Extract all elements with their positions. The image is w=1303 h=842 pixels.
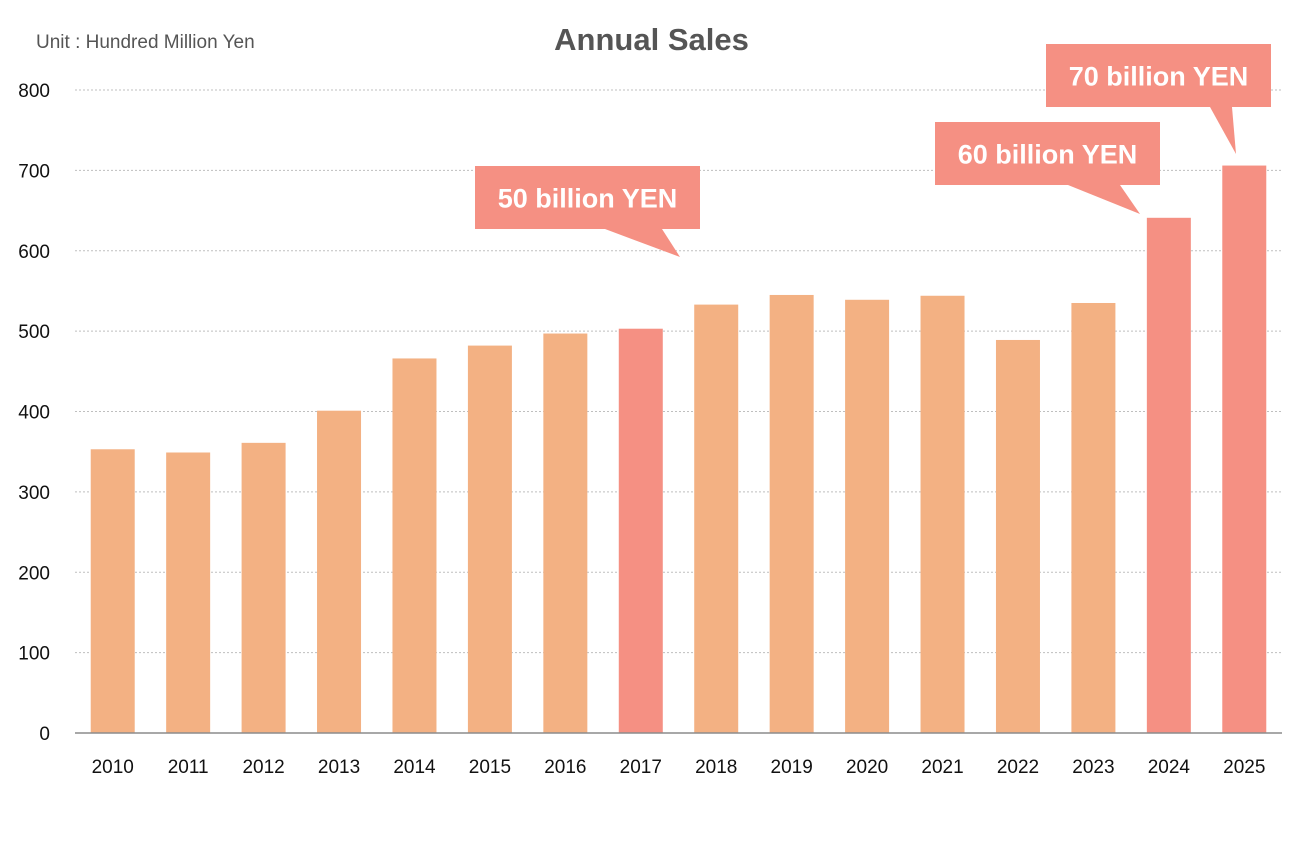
x-tick-label: 2012 (242, 757, 284, 778)
axes: 0 100 200 300 400 500 600 700 800 2010 2011 2012 201… (18, 81, 1282, 778)
y-tick-label: 300 (18, 483, 50, 504)
bar-2018 (694, 304, 739, 733)
y-tick-label: 700 (18, 161, 50, 182)
x-tick-label: 2014 (393, 757, 436, 778)
x-tick-label: 2010 (92, 757, 134, 778)
callout-label: 60 billion YEN (958, 140, 1138, 170)
x-tick-label: 2021 (921, 757, 963, 778)
x-tick-label: 2023 (1072, 757, 1114, 778)
bar-2010 (90, 449, 135, 733)
x-tick-label: 2022 (997, 757, 1039, 778)
y-tick-label: 100 (18, 644, 50, 665)
bar-2025 (1222, 165, 1267, 734)
callout-label: 70 billion YEN (1069, 62, 1249, 92)
bar-2016 (543, 333, 588, 733)
callout-label: 50 billion YEN (498, 184, 678, 214)
unit-label: Unit : Hundred Million Yen (36, 32, 255, 53)
x-tick-label: 2024 (1148, 757, 1191, 778)
x-tick-label: 2020 (846, 757, 888, 778)
bar-2024 (1146, 217, 1191, 733)
bar-2013 (317, 410, 362, 733)
chart-title: Annual Sales (554, 22, 749, 57)
bar-2023 (1071, 302, 1116, 733)
callout-pointer (605, 229, 680, 257)
y-tick-label: 200 (18, 563, 50, 584)
x-tick-label: 2018 (695, 757, 737, 778)
bar-2020 (845, 299, 890, 733)
callout-box (935, 122, 1160, 185)
y-tick-label: 0 (39, 724, 50, 745)
y-tick-label: 400 (18, 403, 50, 424)
bar-2019 (769, 294, 814, 733)
callout-2017: 50 billion YEN (475, 166, 700, 257)
bar-2017 (618, 328, 663, 733)
x-tick-label: 2015 (469, 757, 511, 778)
x-tick-label: 2019 (771, 757, 813, 778)
callout-pointer (1210, 107, 1236, 154)
bar-2015 (467, 345, 512, 733)
y-tick-label: 800 (18, 81, 50, 102)
x-tick-label: 2011 (168, 757, 209, 778)
callouts: 50 billion YEN 60 billion YEN 70 billion Y… (475, 44, 1271, 257)
bar-2021 (920, 295, 965, 733)
x-tick-label: 2017 (620, 757, 662, 778)
bar-2014 (392, 358, 437, 733)
callout-2025: 70 billion YEN (1046, 44, 1271, 154)
y-tick-label: 600 (18, 242, 50, 263)
callout-pointer (1068, 185, 1140, 214)
x-tick-label: 2016 (544, 757, 586, 778)
callout-2024: 60 billion YEN (935, 122, 1160, 214)
x-tick-label: 2025 (1223, 757, 1265, 778)
x-tick-label: 2013 (318, 757, 360, 778)
callout-box (475, 166, 700, 229)
callout-box (1046, 44, 1271, 107)
bars (90, 165, 1267, 734)
bar-2022 (995, 339, 1040, 733)
bar-2011 (166, 452, 211, 733)
bar-2012 (241, 442, 286, 733)
y-tick-label: 500 (18, 322, 50, 343)
